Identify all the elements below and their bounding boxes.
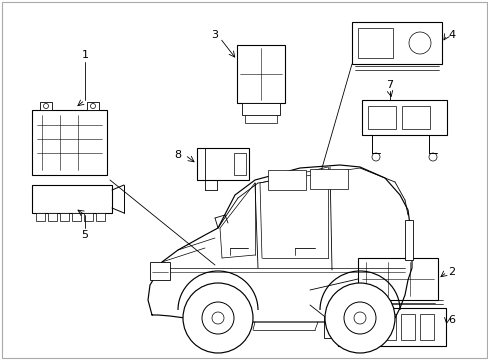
Bar (40, 102, 52, 110)
Bar (419, 314, 433, 340)
Text: 8: 8 (174, 150, 181, 160)
Bar (381, 314, 395, 340)
Bar (324, 316, 337, 338)
Text: 5: 5 (81, 230, 88, 240)
Bar (362, 314, 376, 340)
Text: 7: 7 (386, 80, 393, 90)
Bar (244, 115, 276, 123)
Text: 4: 4 (447, 30, 455, 40)
Text: 2: 2 (447, 267, 455, 277)
Bar (48, 213, 57, 221)
Text: 3: 3 (211, 30, 218, 40)
Bar (197, 148, 248, 180)
Bar (242, 103, 280, 115)
Bar (367, 106, 395, 129)
Bar (96, 213, 105, 221)
Bar (234, 153, 245, 175)
Bar (32, 185, 112, 213)
Bar (87, 102, 99, 110)
Bar (404, 220, 412, 260)
Bar (36, 213, 45, 221)
Circle shape (325, 283, 394, 353)
Bar (343, 314, 357, 340)
Bar (267, 170, 305, 190)
Bar (72, 213, 81, 221)
Bar (84, 213, 93, 221)
Text: 6: 6 (447, 315, 454, 325)
Bar (357, 258, 437, 300)
Bar (351, 22, 441, 64)
Bar (60, 213, 69, 221)
Bar (357, 28, 392, 58)
Text: 1: 1 (81, 50, 88, 60)
Bar (237, 45, 285, 103)
Bar (337, 308, 445, 346)
Bar (309, 169, 347, 189)
Circle shape (183, 283, 252, 353)
Circle shape (343, 302, 375, 334)
Bar (401, 106, 429, 129)
Circle shape (202, 302, 234, 334)
Bar (400, 314, 414, 340)
Bar (32, 110, 107, 175)
Bar (150, 262, 170, 280)
Bar (361, 100, 446, 135)
